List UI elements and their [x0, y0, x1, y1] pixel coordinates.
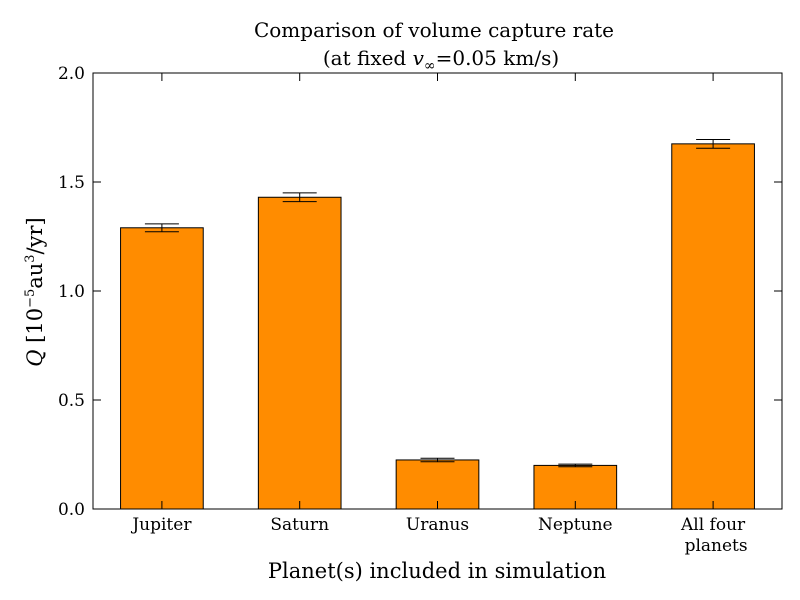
- chart-title-line2: (at fixed v∞=0.05 km/s): [323, 46, 559, 74]
- y-tick-label-3: 1.5: [58, 173, 85, 193]
- x-axis-label: Planet(s) included in simulation: [268, 559, 606, 583]
- bar-1: [257, 196, 342, 510]
- x-tick-label-4: All four planets: [680, 515, 748, 556]
- x-tick-label-3: Neptune: [538, 515, 613, 535]
- bar-4: [671, 143, 755, 510]
- y-tick-label-2: 1.0: [58, 282, 85, 302]
- plot-area: 0.0 0.5 1.0 1.5 2.0 Jupiter Saturn Uranus Neptun…: [58, 64, 783, 556]
- y-tick-label-0: 0.0: [58, 500, 85, 520]
- chart-title-line1: Comparison of volume capture rate: [254, 18, 614, 42]
- x-tick-label-1: Saturn: [270, 515, 329, 535]
- y-tick-label-4: 2.0: [58, 64, 85, 84]
- bar-0: [120, 227, 204, 510]
- y-axis-label: Q [10−5au3/yr]: [23, 217, 47, 366]
- x-tick-label-0: Jupiter: [130, 515, 192, 535]
- x-tick-label-2: Uranus: [406, 515, 469, 535]
- y-tick-label-1: 0.5: [58, 391, 85, 411]
